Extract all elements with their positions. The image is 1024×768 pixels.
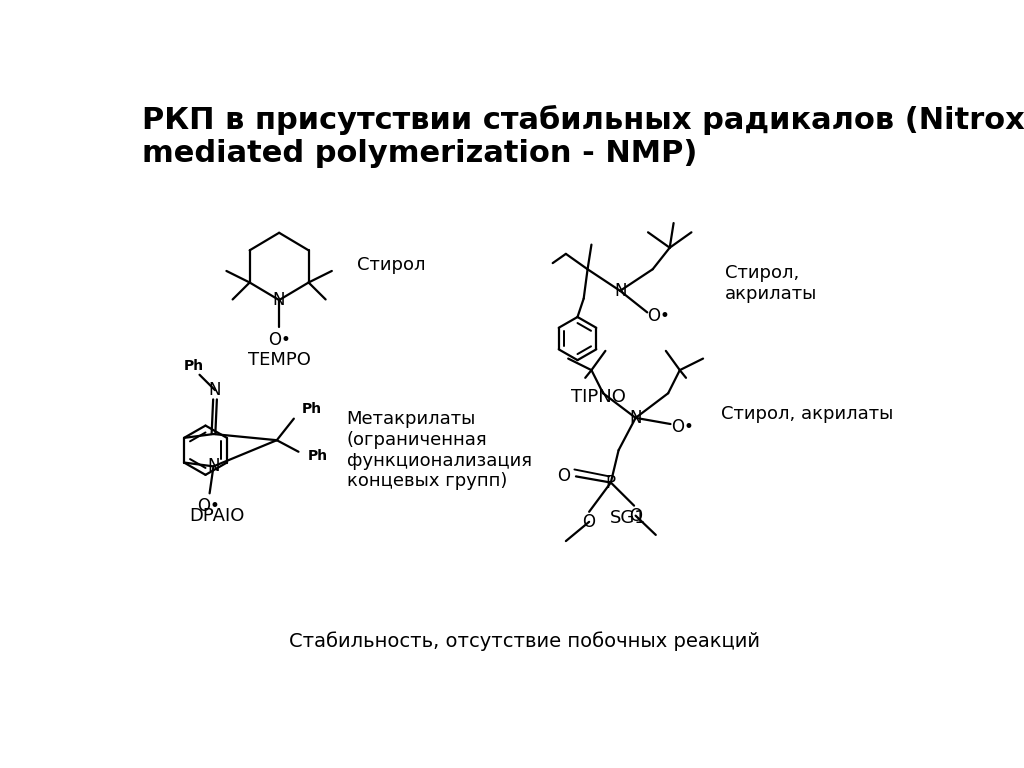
Text: O•: O• bbox=[671, 418, 693, 436]
Text: Ph: Ph bbox=[183, 359, 204, 373]
Text: Стирол, акрилаты: Стирол, акрилаты bbox=[721, 405, 893, 423]
Text: O•: O• bbox=[198, 498, 220, 515]
Text: TIPNO: TIPNO bbox=[571, 388, 626, 406]
Text: Метакрилаты
(ограниченная
функционализация
концевых групп): Метакрилаты (ограниченная функционализац… bbox=[346, 410, 531, 491]
Text: N: N bbox=[613, 282, 627, 300]
Text: P: P bbox=[606, 474, 615, 492]
Text: O: O bbox=[629, 507, 642, 525]
Text: N: N bbox=[207, 458, 220, 475]
Text: Ph: Ph bbox=[302, 402, 322, 416]
Text: Стабильность, отсутствие побочных реакций: Стабильность, отсутствие побочных реакци… bbox=[290, 631, 760, 651]
Text: O•: O• bbox=[267, 331, 291, 349]
Text: N: N bbox=[630, 409, 642, 427]
Text: N: N bbox=[272, 291, 286, 309]
Text: Стирол,
акрилаты: Стирол, акрилаты bbox=[725, 263, 817, 303]
Text: O: O bbox=[557, 468, 570, 485]
Text: TEMPO: TEMPO bbox=[248, 351, 310, 369]
Text: Стирол: Стирол bbox=[356, 256, 425, 274]
Text: N: N bbox=[209, 381, 221, 399]
Text: O•: O• bbox=[647, 307, 671, 325]
Text: O: O bbox=[582, 513, 595, 531]
Text: РКП в присутствии стабильных радикалов (Nitroxide
mediated polymerization - NMP): РКП в присутствии стабильных радикалов (… bbox=[142, 104, 1024, 168]
Text: Ph: Ph bbox=[308, 449, 328, 462]
Text: SG1: SG1 bbox=[609, 509, 646, 527]
Text: DPAIO: DPAIO bbox=[189, 507, 245, 525]
